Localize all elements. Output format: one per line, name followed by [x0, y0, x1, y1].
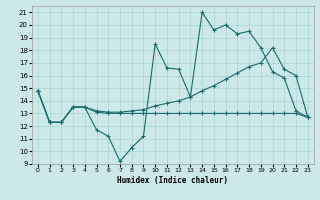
X-axis label: Humidex (Indice chaleur): Humidex (Indice chaleur)	[117, 176, 228, 185]
